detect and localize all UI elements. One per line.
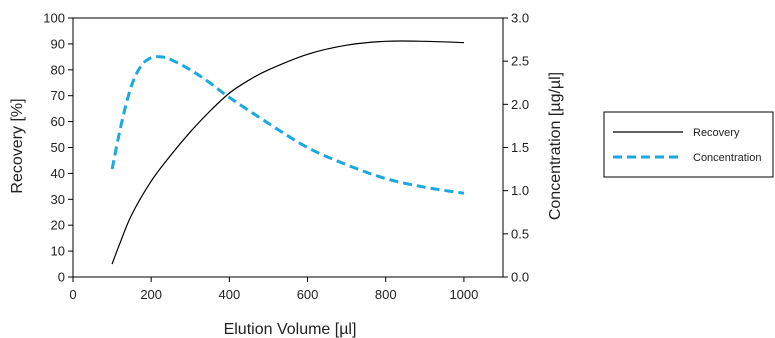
y-tick-label: 0 [58, 270, 65, 285]
y-axis-title: Recovery [%] [9, 98, 26, 193]
legend: Recovery Concentration [603, 111, 774, 178]
x-tick-label: 600 [297, 287, 319, 302]
y-tick-label: 80 [51, 62, 65, 77]
y2-tick-label: 1.5 [511, 140, 529, 155]
y-tick-label: 20 [51, 218, 65, 233]
y2-tick-label: 0.5 [511, 226, 529, 241]
y-tick-label: 10 [51, 244, 65, 259]
y-tick-label: 40 [51, 166, 65, 181]
y-tick-label: 70 [51, 88, 65, 103]
series-line-concentration [110, 55, 465, 195]
y2-tick-label: 3.0 [511, 11, 529, 26]
x-tick-label: 400 [219, 287, 241, 302]
plot-frame [72, 17, 504, 278]
legend-label-recovery: Recovery [693, 127, 740, 139]
y-tick-label: 100 [43, 11, 65, 26]
x-tick-label: 1000 [449, 287, 478, 302]
y2-axis-title: Concentration [µg/µl] [547, 72, 564, 220]
x-tick-label: 200 [140, 287, 162, 302]
y-tick-label: 50 [51, 140, 65, 155]
y-tick-label: 60 [51, 114, 65, 129]
y-tick-label: 90 [51, 36, 65, 51]
plot-area: 0 10 20 30 40 50 60 70 80 90 100 0.0 0.5 1.0 1.5 2.0 2.5… [43, 11, 529, 303]
legend-label-concentration: Concentration [693, 152, 762, 164]
x-tick-label: 0 [69, 287, 76, 302]
x-tick-label: 800 [375, 287, 397, 302]
legend-box [603, 111, 774, 178]
y-tick-label: 30 [51, 192, 65, 207]
x-axis-title: Elution Volume [µl] [224, 321, 357, 338]
series-line-recovery [111, 40, 464, 265]
y2-tick-label: 1.0 [511, 183, 529, 198]
y2-tick-label: 2.5 [511, 54, 529, 69]
y2-tick-label: 2.0 [511, 97, 529, 112]
y2-tick-label: 0.0 [511, 270, 529, 285]
